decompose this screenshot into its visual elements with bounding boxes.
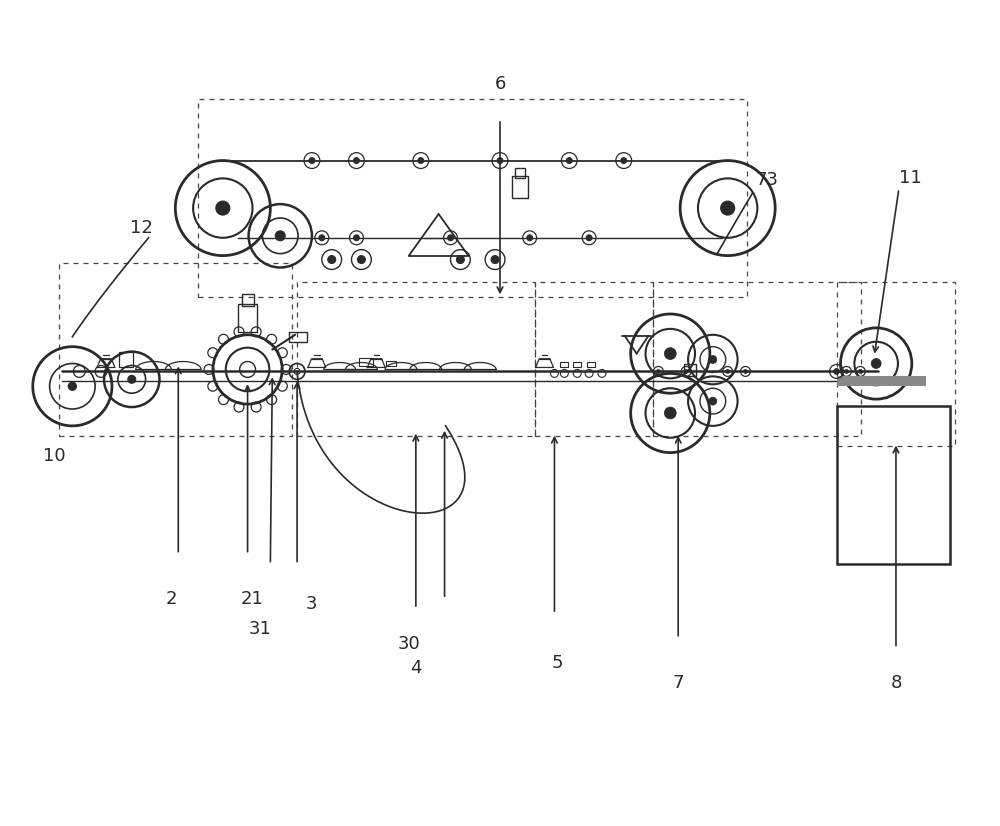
Bar	[535, 282, 653, 436]
Circle shape	[527, 235, 533, 240]
Text: 3: 3	[306, 595, 318, 613]
Text: 30: 30	[398, 634, 420, 653]
Circle shape	[621, 158, 627, 164]
Bar	[560, 362, 568, 368]
Circle shape	[353, 235, 359, 240]
Bar	[359, 358, 373, 367]
Circle shape	[709, 397, 717, 405]
Circle shape	[709, 355, 717, 363]
Text: 4: 4	[410, 659, 422, 677]
Bar	[289, 332, 307, 342]
Circle shape	[566, 158, 572, 164]
Bar	[837, 406, 950, 564]
Circle shape	[357, 255, 365, 263]
Bar	[837, 377, 926, 387]
Circle shape	[319, 235, 325, 240]
Bar	[242, 294, 254, 306]
Bar	[297, 282, 535, 436]
Bar	[587, 362, 595, 368]
Bar	[573, 362, 581, 368]
Bar	[238, 304, 257, 332]
Bar	[512, 177, 528, 198]
Circle shape	[834, 368, 840, 374]
Text: 21: 21	[241, 590, 264, 608]
Circle shape	[456, 255, 464, 263]
Circle shape	[328, 255, 336, 263]
Circle shape	[871, 358, 881, 368]
Text: 12: 12	[130, 219, 153, 237]
Circle shape	[586, 235, 592, 240]
Circle shape	[656, 369, 660, 373]
Text: 11: 11	[899, 169, 922, 188]
Circle shape	[721, 202, 735, 215]
Circle shape	[418, 158, 424, 164]
Bar	[198, 99, 747, 297]
Text: 7: 7	[672, 674, 684, 692]
Text: 31: 31	[249, 620, 272, 638]
Circle shape	[309, 158, 315, 164]
Text: 73: 73	[756, 171, 779, 189]
Circle shape	[68, 382, 76, 390]
Text: 10: 10	[43, 447, 66, 464]
Text: 8: 8	[890, 674, 902, 692]
Circle shape	[744, 369, 747, 373]
Circle shape	[858, 369, 862, 373]
Bar	[119, 352, 133, 368]
Bar	[59, 263, 292, 436]
Bar	[386, 360, 396, 367]
Circle shape	[684, 369, 688, 373]
Circle shape	[353, 158, 359, 164]
Text: 6: 6	[494, 75, 506, 93]
Text: 2: 2	[166, 590, 177, 608]
Circle shape	[664, 407, 676, 419]
Circle shape	[216, 202, 230, 215]
Text: 5: 5	[552, 654, 563, 672]
Circle shape	[275, 230, 285, 240]
Circle shape	[491, 255, 499, 263]
Bar	[837, 282, 955, 446]
Bar	[684, 364, 696, 377]
Bar	[653, 282, 861, 436]
Circle shape	[726, 369, 730, 373]
Circle shape	[128, 375, 136, 383]
Bar	[515, 169, 525, 178]
Circle shape	[664, 348, 676, 359]
Circle shape	[844, 369, 848, 373]
Circle shape	[497, 158, 503, 164]
Circle shape	[448, 235, 453, 240]
